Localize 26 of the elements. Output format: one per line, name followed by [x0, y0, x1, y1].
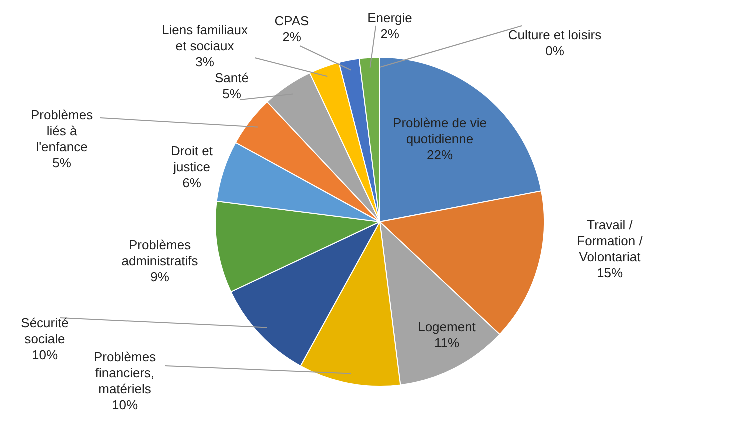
- slice-label: Problèmes administratifs: [122, 238, 199, 269]
- slice-label: Liens familiaux et sociaux: [162, 22, 248, 54]
- slice-label: Travail / Formation / Volontariat: [577, 218, 644, 265]
- data-label: 3%: [196, 54, 215, 70]
- data-label: 10%: [32, 348, 58, 363]
- category-label: Culture et loisirs: [508, 28, 602, 43]
- data-label: 15%: [596, 266, 624, 281]
- slice-label: Problème de vie quotidienne: [393, 116, 487, 147]
- data-label: 5%: [222, 86, 242, 102]
- slice-label: Sécurité sociale: [21, 316, 69, 347]
- data-label: 9%: [150, 270, 170, 285]
- slice-label: Energie: [368, 10, 412, 26]
- data-label: 2%: [380, 26, 400, 42]
- data-label: 5%: [52, 156, 72, 171]
- slice-label: Problèmes financiers, matériels: [94, 350, 157, 397]
- slice-label: CPAS: [274, 14, 310, 29]
- slice-label: Santé: [215, 70, 249, 86]
- slice-label: Problèmes liés à l'enfance: [30, 108, 94, 155]
- data-label: 11%: [434, 336, 460, 351]
- data-label: 2%: [282, 30, 302, 45]
- text: 0%: [546, 44, 564, 59]
- slice-label: Logement: [418, 320, 476, 335]
- data-label: 22%: [426, 148, 454, 163]
- data-label: 10%: [112, 398, 138, 413]
- slice-label: Droit et justice: [171, 144, 214, 175]
- data-label: 6%: [182, 176, 202, 191]
